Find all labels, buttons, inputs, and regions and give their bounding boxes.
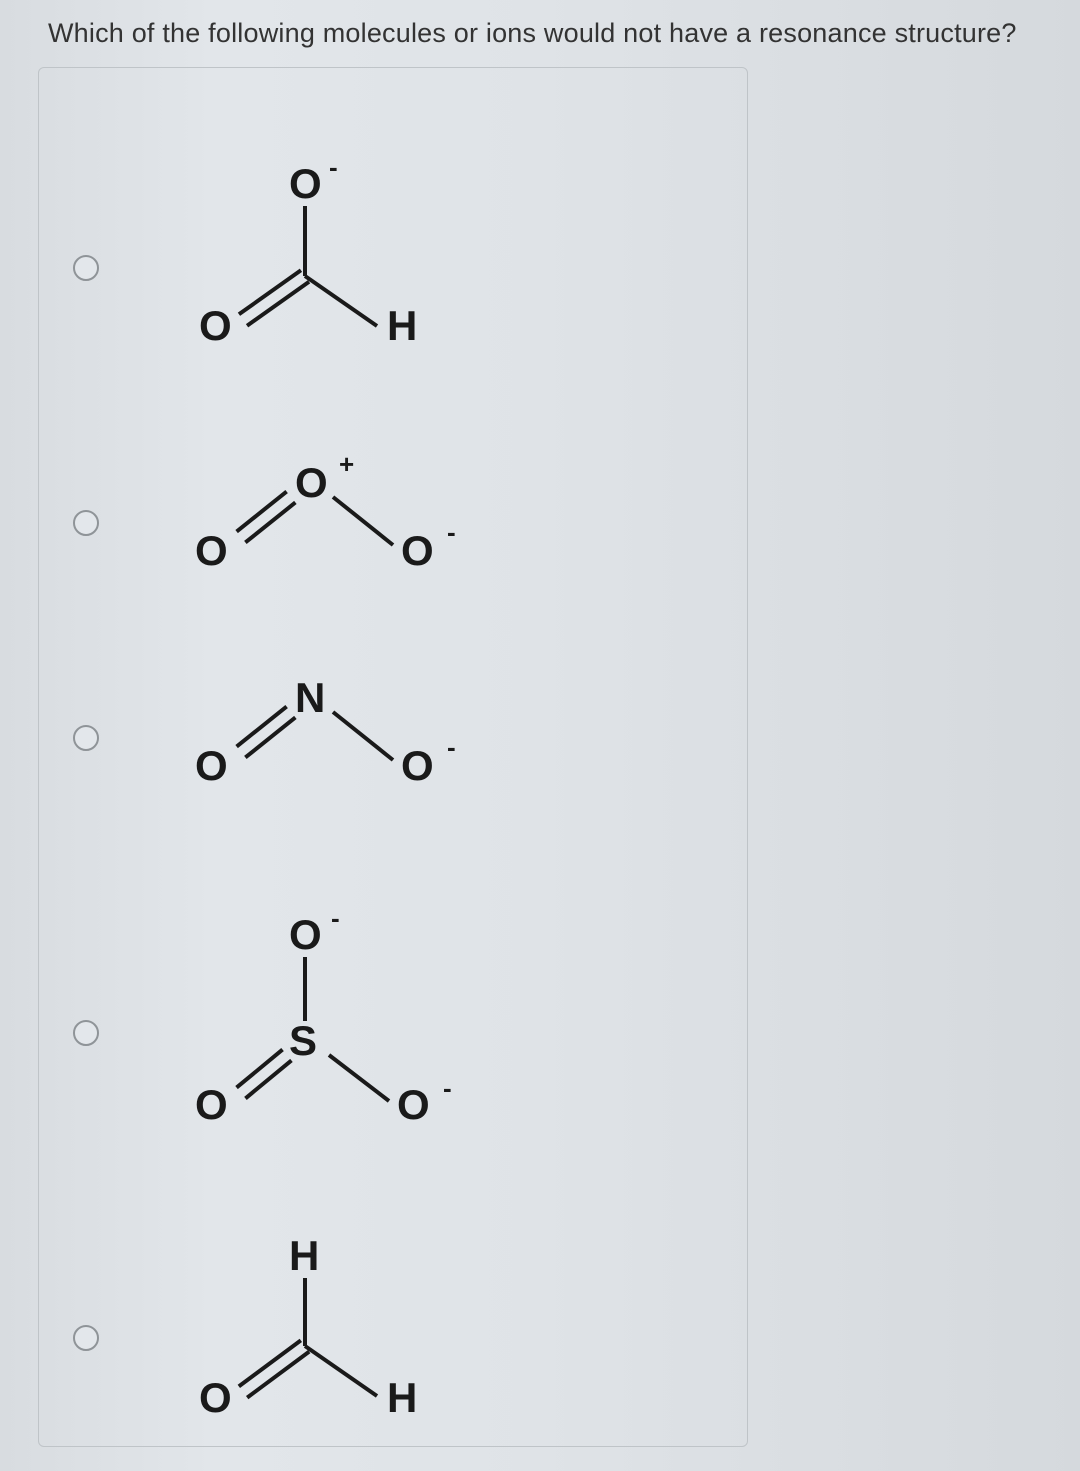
svg-text:-: -	[329, 158, 338, 182]
svg-text:+: +	[339, 449, 354, 479]
svg-text:O: O	[199, 1374, 232, 1421]
svg-text:O: O	[195, 1081, 228, 1128]
svg-text:O: O	[289, 160, 322, 207]
svg-text:O: O	[289, 913, 322, 958]
svg-text:-: -	[443, 1073, 452, 1103]
molecule-nitrite: NOO-	[155, 658, 455, 818]
molecule-sulfite: O-SOO-	[155, 913, 455, 1153]
svg-text:O: O	[401, 742, 434, 789]
option-row-4[interactable]: O-SOO-	[39, 913, 747, 1153]
svg-text:H: H	[387, 1374, 417, 1421]
svg-text:O: O	[397, 1081, 430, 1128]
radio-button[interactable]	[73, 1325, 99, 1351]
svg-text:-: -	[447, 732, 456, 762]
option-row-5[interactable]: H O H	[39, 1228, 747, 1448]
molecule-formaldehyde: H O H	[155, 1228, 455, 1448]
svg-text:O: O	[295, 459, 328, 506]
svg-text:S: S	[289, 1017, 317, 1064]
molecule-formate-like: O-OH	[155, 158, 455, 378]
svg-text:-: -	[331, 913, 340, 933]
option-row-1[interactable]: O-OH	[39, 158, 747, 378]
svg-text:O: O	[199, 302, 232, 349]
svg-text:O: O	[195, 527, 228, 574]
svg-text:H: H	[387, 302, 417, 349]
radio-button[interactable]	[73, 725, 99, 751]
options-container: O-OH O+OO- NOO-	[38, 67, 748, 1447]
radio-button[interactable]	[73, 510, 99, 536]
molecule-ozone-like: O+OO-	[155, 443, 455, 603]
svg-text:O: O	[195, 742, 228, 789]
option-row-2[interactable]: O+OO-	[39, 443, 747, 603]
svg-text:-: -	[447, 517, 456, 547]
radio-button[interactable]	[73, 1020, 99, 1046]
svg-text:H: H	[289, 1232, 319, 1279]
radio-button[interactable]	[73, 255, 99, 281]
question-text: Which of the following molecules or ions…	[0, 0, 1080, 59]
svg-text:O: O	[401, 527, 434, 574]
option-row-3[interactable]: NOO-	[39, 658, 747, 818]
svg-text:N: N	[295, 674, 325, 721]
